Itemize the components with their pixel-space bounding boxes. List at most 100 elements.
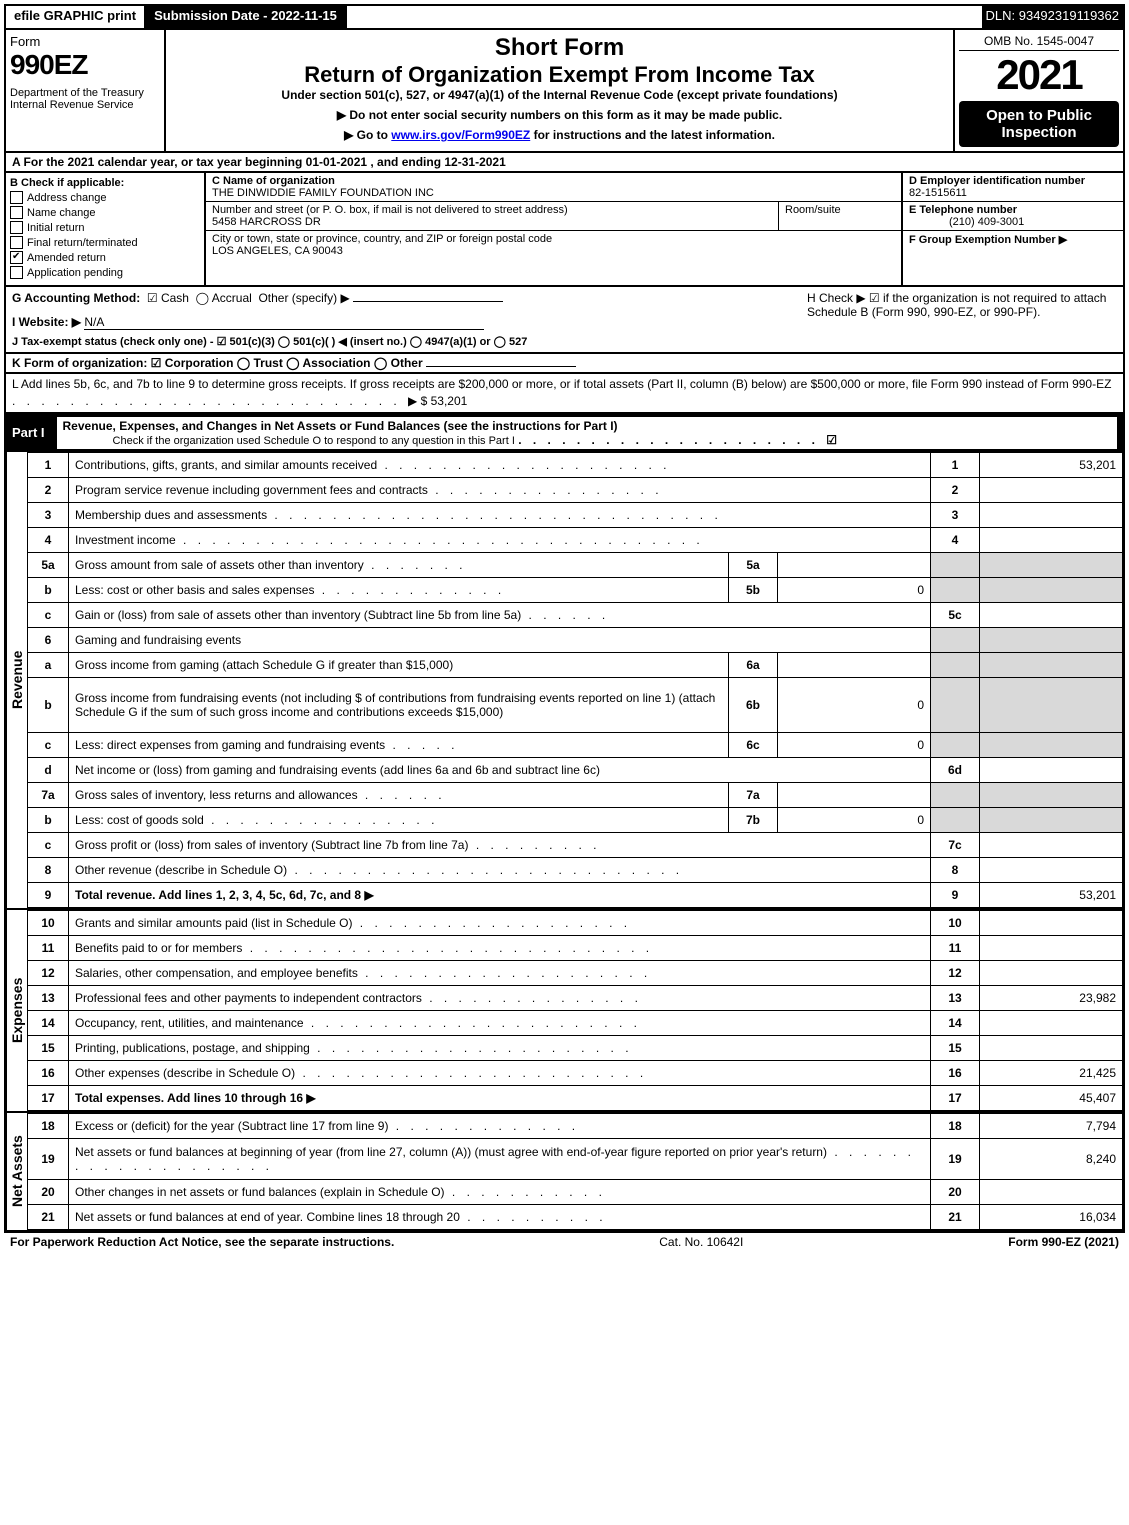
paperwork-notice: For Paperwork Reduction Act Notice, see …: [10, 1235, 394, 1249]
page-footer: For Paperwork Reduction Act Notice, see …: [4, 1232, 1125, 1251]
line-num: 16: [28, 1060, 69, 1085]
part-1-label: Part I: [12, 425, 45, 440]
form-number: 990EZ: [10, 49, 160, 81]
line-amount: [980, 552, 1123, 577]
line-num: 14: [28, 1010, 69, 1035]
efile-print-label[interactable]: efile GRAPHIC print: [6, 6, 146, 28]
line-amount: [980, 782, 1123, 807]
accrual-label: Accrual: [212, 291, 252, 305]
line-amount: 7,794: [980, 1113, 1123, 1138]
group-label: F Group Exemption Number ▶: [909, 234, 1067, 246]
line-desc: Excess or (deficit) for the year (Subtra…: [69, 1113, 931, 1138]
line-amount: [980, 477, 1123, 502]
part-1-check: ☑: [826, 433, 837, 447]
cb-label: Name change: [27, 207, 96, 219]
line-rn: 10: [931, 910, 980, 935]
line-rn: [931, 577, 980, 602]
table-row: 14Occupancy, rent, utilities, and mainte…: [28, 1010, 1123, 1035]
cb-application-pending[interactable]: Application pending: [10, 266, 200, 279]
cb-label: Final return/terminated: [27, 237, 138, 249]
line-num: b: [28, 807, 69, 832]
org-name: THE DINWIDDIE FAMILY FOUNDATION INC: [212, 187, 434, 199]
line-rn: 7c: [931, 832, 980, 857]
revenue-vlabel: Revenue: [6, 452, 27, 908]
form-year-col: OMB No. 1545-0047 2021 Open to Public In…: [955, 30, 1123, 151]
sub-val: [778, 782, 931, 807]
line-desc: Less: cost or other basis and sales expe…: [69, 577, 729, 602]
section-bcd: B Check if applicable: Address change Na…: [4, 173, 1125, 287]
line-desc: Benefits paid to or for members . . . . …: [69, 935, 931, 960]
table-row: 5aGross amount from sale of assets other…: [28, 552, 1123, 577]
line-desc: Other changes in net assets or fund bala…: [69, 1179, 931, 1204]
line-a-text: A For the 2021 calendar year, or tax yea…: [12, 155, 506, 169]
line-amount: [980, 757, 1123, 782]
line-num: 13: [28, 985, 69, 1010]
line-amount: [980, 652, 1123, 677]
section-b-title: B Check if applicable:: [10, 177, 200, 189]
line-desc: Gross income from fundraising events (no…: [69, 677, 729, 732]
checkbox-icon: [10, 236, 23, 249]
section-b: B Check if applicable: Address change Na…: [6, 173, 206, 285]
omb-number: OMB No. 1545-0047: [959, 34, 1119, 51]
k-line: K Form of organization: ☑ Corporation ◯ …: [4, 354, 1125, 374]
phone-label: E Telephone number: [909, 204, 1017, 216]
cb-label: Application pending: [27, 267, 123, 279]
cb-label: Initial return: [27, 222, 84, 234]
cb-address-change[interactable]: Address change: [10, 191, 200, 204]
street-label: Number and street (or P. O. box, if mail…: [212, 204, 568, 216]
website-value: N/A: [84, 315, 484, 330]
sub-val: 0: [778, 807, 931, 832]
line-num: 10: [28, 910, 69, 935]
table-row: 4Investment income . . . . . . . . . . .…: [28, 527, 1123, 552]
line-amount: [980, 857, 1123, 882]
ein-block: D Employer identification number 82-1515…: [903, 173, 1123, 202]
line-num: c: [28, 602, 69, 627]
line-num: 3: [28, 502, 69, 527]
table-row: 2Program service revenue including gover…: [28, 477, 1123, 502]
line-desc: Professional fees and other payments to …: [69, 985, 931, 1010]
sub-num: 7a: [729, 782, 778, 807]
cb-final-return[interactable]: Final return/terminated: [10, 236, 200, 249]
other-label: Other (specify) ▶: [258, 291, 349, 305]
line-rn: 5c: [931, 602, 980, 627]
k-other-input[interactable]: [426, 366, 576, 367]
cb-name-change[interactable]: Name change: [10, 206, 200, 219]
line-num: 15: [28, 1035, 69, 1060]
checkbox-icon: [10, 266, 23, 279]
other-specify-input[interactable]: [353, 301, 503, 302]
section-h: H Check ▶ ☑ if the organization is not r…: [799, 291, 1117, 348]
form-word: Form: [10, 34, 160, 49]
table-row: 17Total expenses. Add lines 10 through 1…: [28, 1085, 1123, 1110]
irs-link[interactable]: www.irs.gov/Form990EZ: [391, 128, 530, 142]
line-rn: 16: [931, 1060, 980, 1085]
table-row: 1Contributions, gifts, grants, and simil…: [28, 452, 1123, 477]
line-amount: [980, 527, 1123, 552]
line-desc: Gaming and fundraising events: [69, 627, 931, 652]
line-desc: Net income or (loss) from gaming and fun…: [69, 757, 931, 782]
line-amount: 45,407: [980, 1085, 1123, 1110]
line-amount: 53,201: [980, 882, 1123, 907]
cb-amended-return[interactable]: Amended return: [10, 251, 200, 264]
cb-initial-return[interactable]: Initial return: [10, 221, 200, 234]
sub-num: 6c: [729, 732, 778, 757]
line-amount: 16,034: [980, 1204, 1123, 1229]
table-row: cLess: direct expenses from gaming and f…: [28, 732, 1123, 757]
expenses-table-wrap: Expenses 10Grants and similar amounts pa…: [4, 910, 1125, 1113]
section-c: C Name of organization THE DINWIDDIE FAM…: [206, 173, 903, 285]
line-rn: 15: [931, 1035, 980, 1060]
j-label: J Tax-exempt status (check only one) - ☑…: [12, 336, 527, 348]
phone-value: (210) 409-3001: [909, 216, 1024, 228]
goto-pre: ▶ Go to: [344, 128, 391, 142]
table-row: 16Other expenses (describe in Schedule O…: [28, 1060, 1123, 1085]
dots-icon: . . . . . . . . . . . . . . . . . . . . …: [518, 433, 826, 447]
line-desc: Printing, publications, postage, and shi…: [69, 1035, 931, 1060]
street-block: Number and street (or P. O. box, if mail…: [206, 202, 779, 230]
line-desc: Program service revenue including govern…: [69, 477, 931, 502]
line-rn: 9: [931, 882, 980, 907]
website-label: I Website: ▶: [12, 315, 81, 329]
line-desc: Net assets or fund balances at beginning…: [69, 1138, 931, 1179]
form-ref: Form 990-EZ (2021): [1008, 1235, 1119, 1249]
table-row: dNet income or (loss) from gaming and fu…: [28, 757, 1123, 782]
org-name-block: C Name of organization THE DINWIDDIE FAM…: [206, 173, 901, 202]
form-id-col: Form 990EZ Department of the Treasury In…: [6, 30, 166, 151]
